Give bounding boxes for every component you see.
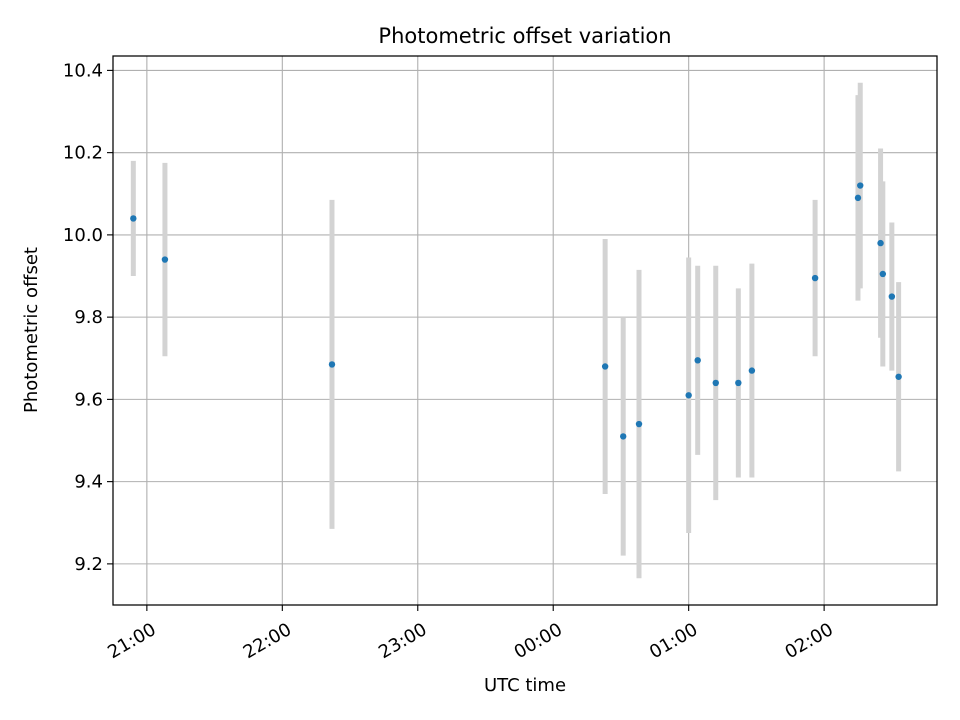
y-tick-label: 10.4: [63, 60, 103, 81]
data-point: [635, 420, 643, 428]
x-axis-title: UTC time: [484, 675, 566, 696]
data-point: [877, 239, 884, 247]
data-point: [879, 270, 887, 278]
chart-title: Photometric offset variation: [378, 24, 671, 48]
data-point: [735, 379, 742, 387]
y-axis-title: Photometric offset: [21, 247, 42, 413]
data-point: [748, 367, 756, 374]
data-point: [130, 215, 137, 222]
y-tick-label: 10.0: [63, 225, 103, 246]
data-point: [854, 194, 862, 202]
data-point: [857, 182, 864, 189]
y-tick-label: 9.2: [74, 554, 103, 575]
data-point: [620, 433, 627, 440]
data-point: [712, 379, 719, 387]
data-point: [811, 274, 819, 282]
data-point: [161, 256, 169, 263]
y-tick-label: 9.6: [74, 389, 103, 410]
y-tick-label: 9.8: [74, 307, 103, 328]
data-point: [888, 293, 896, 300]
y-tick-label: 10.2: [63, 143, 103, 164]
data-point: [694, 357, 701, 364]
y-axis-ticks: 9.2 9.4 9.6 9.8 10.0 10.2 10.4: [63, 60, 113, 575]
data-points: [130, 182, 902, 440]
data-point: [685, 392, 692, 399]
data-point: [895, 373, 902, 380]
data-point: [328, 361, 336, 368]
data-point: [601, 363, 609, 370]
plot-frame: [112, 55, 938, 606]
y-tick-label: 9.4: [74, 472, 103, 493]
